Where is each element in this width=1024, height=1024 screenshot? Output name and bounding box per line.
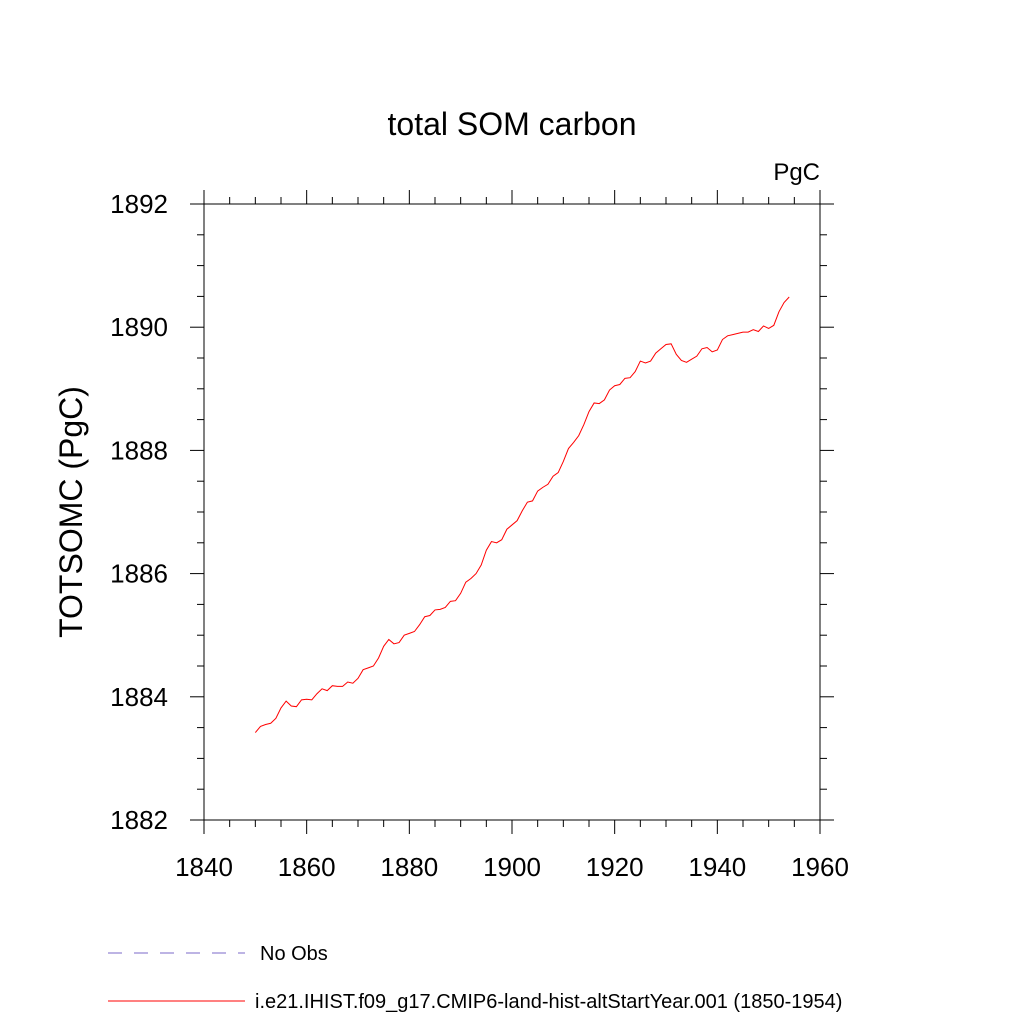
series-line-1 [254,296,790,733]
x-tick-label: 1920 [586,852,644,882]
y-tick-label: 1888 [110,435,168,465]
series-layer [254,296,790,733]
y-tick-label: 1882 [110,805,168,835]
y-axis: 1882 1884 1886 1888 1890 1892 [110,189,834,835]
units-label: PgC [773,159,820,186]
legend: No Obs i.e21.IHIST.f09_g17.CMIP6-land-hi… [108,943,842,1013]
x-tick-label: 1900 [483,852,541,882]
x-tick-label: 1940 [688,852,746,882]
chart-title: total SOM carbon [388,106,637,142]
x-tick-label: 1860 [278,852,336,882]
x-tick-label: 1880 [380,852,438,882]
y-tick-label: 1890 [110,312,168,342]
y-tick-label: 1886 [110,559,168,589]
x-axis: 1840 1860 1880 1900 1920 1940 1960 [175,190,849,882]
x-tick-label: 1960 [791,852,849,882]
y-tick-label: 1892 [110,189,168,219]
y-tick-label: 1884 [110,682,168,712]
plot-frame [203,203,821,821]
legend-label-no-obs: No Obs [260,943,328,965]
y-axis-label: TOTSOMC (PgC) [53,386,89,638]
x-tick-label: 1840 [175,852,233,882]
legend-label-model: i.e21.IHIST.f09_g17.CMIP6-land-hist-altS… [255,991,842,1013]
